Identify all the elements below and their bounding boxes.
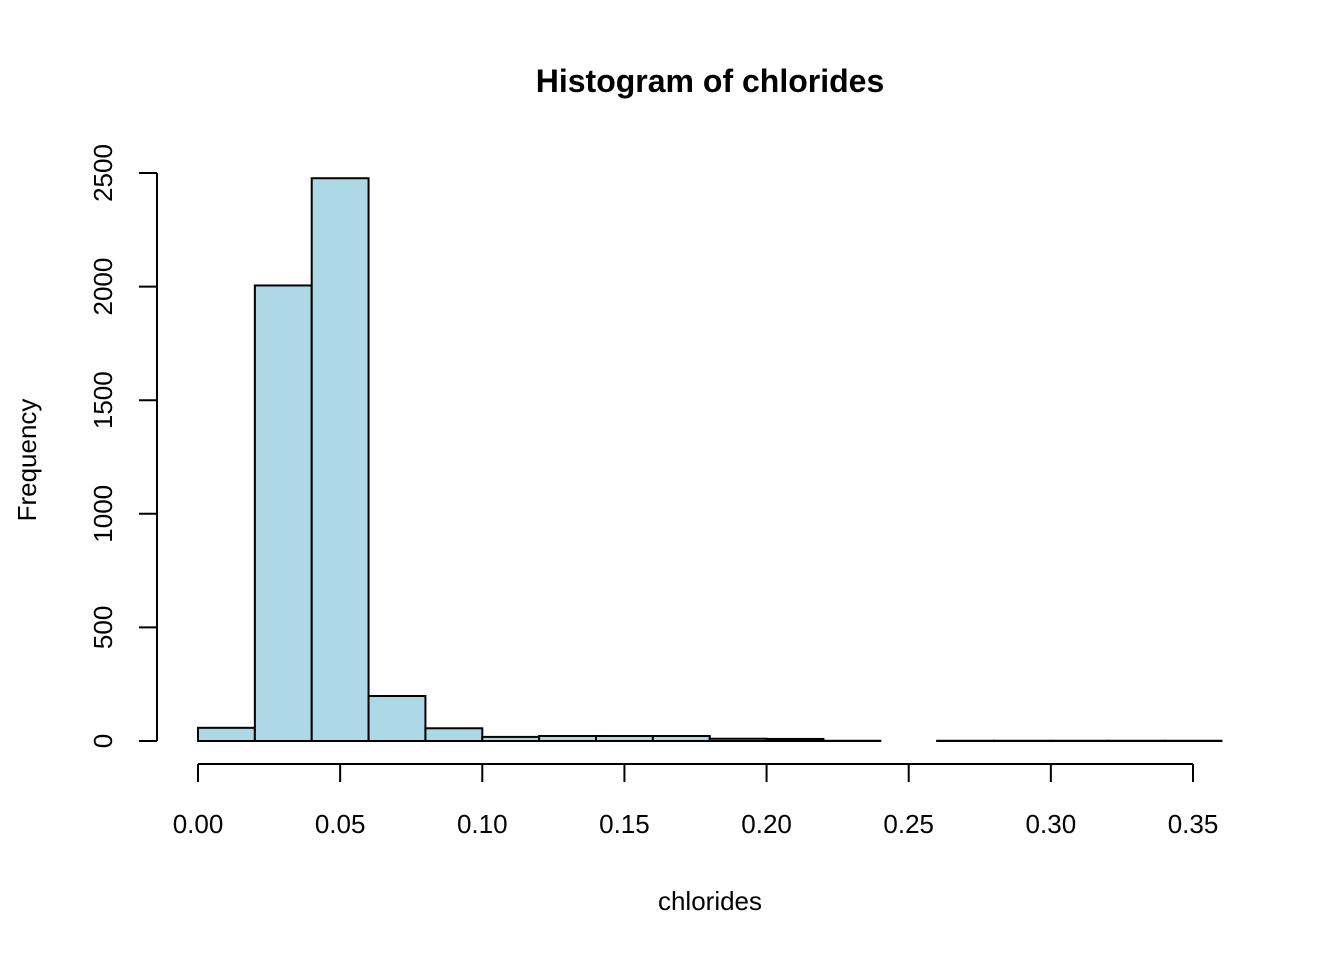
x-tick-label: 0.15: [599, 809, 650, 839]
x-axis-label: chlorides: [658, 886, 762, 916]
x-tick-label: 0.25: [883, 809, 934, 839]
x-tick-label: 0.30: [1026, 809, 1077, 839]
x-tick-label: 0.10: [457, 809, 508, 839]
histogram-bar: [708, 737, 768, 742]
y-tick-label: 1500: [88, 371, 118, 429]
y-tick-label: 2500: [88, 144, 118, 202]
x-tick-label: 0.35: [1168, 809, 1219, 839]
histogram-bar: [310, 177, 370, 743]
histogram-bar: [651, 735, 711, 742]
x-tick-label: 0.05: [315, 809, 366, 839]
histogram-bar: [197, 726, 256, 743]
x-tick-label: 0.20: [741, 809, 792, 839]
y-axis: 0 500 1000 1500 2000 2500: [88, 144, 158, 748]
histogram-bar: [424, 727, 484, 743]
histogram-bar: [595, 735, 654, 742]
histogram-bar: [765, 737, 825, 743]
x-axis: 0.00 0.05 0.10 0.15 0.20 0.25 0.30 0.35: [173, 763, 1219, 839]
y-tick-label: 0: [88, 734, 118, 748]
bars-layer: [197, 177, 1223, 743]
histogram-bar: [367, 695, 427, 743]
histogram-bar: [253, 284, 313, 742]
chart-title: Histogram of chlorides: [536, 63, 885, 99]
y-tick-label: 2000: [88, 258, 118, 316]
y-tick-label: 500: [88, 606, 118, 649]
y-axis-label: Frequency: [12, 399, 42, 522]
histogram-bar: [481, 735, 541, 742]
y-tick-label: 1000: [88, 485, 118, 543]
x-tick-label: 0.00: [173, 809, 224, 839]
histogram-bar: [538, 735, 598, 742]
